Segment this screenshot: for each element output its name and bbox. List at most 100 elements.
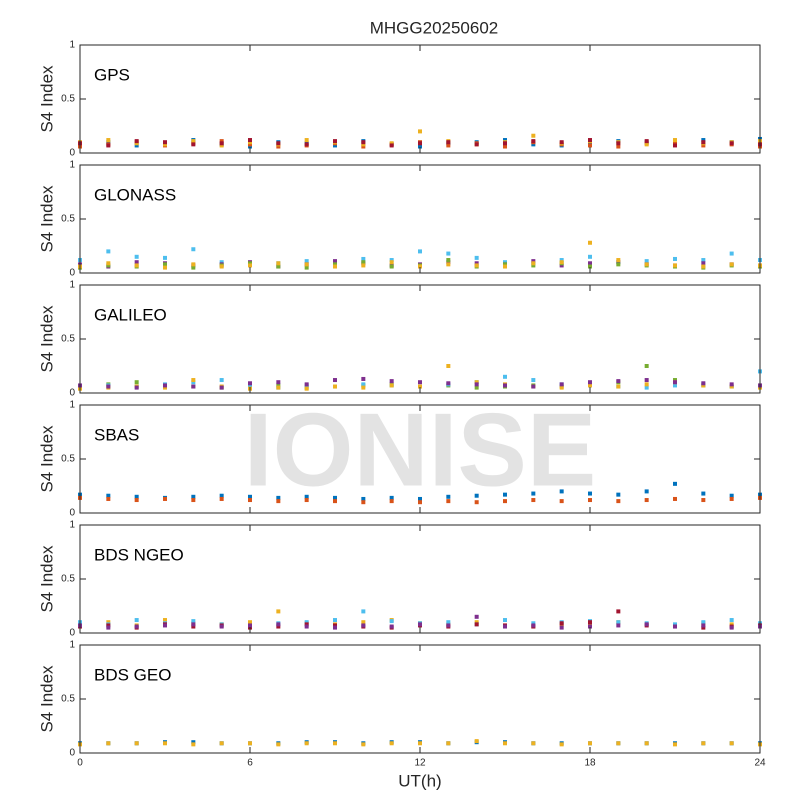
y-tick-label: 1 [69, 280, 75, 291]
marker [701, 620, 706, 625]
marker [163, 385, 167, 390]
marker [106, 249, 111, 254]
panel-label: BDS GEO [94, 665, 171, 684]
marker [333, 495, 337, 500]
marker [531, 378, 536, 383]
panel-label: GLONASS [94, 185, 176, 204]
y-tick-label: 0.5 [61, 454, 75, 465]
marker [503, 374, 507, 379]
marker [134, 380, 139, 385]
marker [503, 383, 507, 388]
marker [701, 491, 706, 496]
marker [219, 493, 224, 498]
marker [163, 741, 167, 746]
y-axis-label: S4 Index [37, 305, 56, 373]
marker [446, 258, 451, 263]
x-tick-label: 24 [754, 758, 766, 769]
marker [673, 143, 677, 148]
marker [418, 500, 422, 505]
marker [418, 249, 422, 254]
marker [134, 498, 139, 503]
marker [276, 264, 281, 269]
marker [701, 625, 706, 630]
marker [191, 740, 196, 745]
y-tick-label: 0 [69, 508, 75, 519]
marker [389, 619, 394, 624]
marker [418, 496, 422, 501]
marker [361, 144, 366, 149]
y-tick-label: 0 [69, 388, 75, 399]
marker [559, 621, 564, 626]
marker [248, 144, 252, 149]
marker [588, 264, 592, 269]
y-axis-label: S4 Index [37, 65, 56, 133]
marker [531, 263, 536, 268]
marker [304, 265, 309, 270]
marker [474, 255, 479, 260]
marker [418, 380, 422, 385]
marker [531, 498, 536, 503]
marker [503, 624, 507, 629]
marker [474, 614, 479, 619]
marker [446, 143, 451, 148]
marker [134, 494, 139, 499]
marker [106, 493, 111, 498]
marker [446, 620, 451, 625]
marker [304, 259, 309, 264]
marker [361, 500, 366, 505]
marker [163, 262, 167, 267]
marker [531, 133, 536, 138]
marker [248, 142, 252, 147]
marker [644, 622, 649, 627]
marker [163, 496, 167, 501]
marker [446, 251, 451, 256]
x-axis-label: UT(h) [398, 771, 441, 790]
marker [333, 378, 337, 383]
x-tick-label: 18 [584, 758, 596, 769]
marker [474, 142, 479, 147]
marker [588, 498, 592, 503]
marker [701, 383, 706, 388]
marker [446, 741, 451, 746]
marker [701, 623, 706, 628]
marker [531, 623, 536, 628]
watermark: IONISE [244, 392, 597, 508]
marker [191, 742, 196, 747]
marker [418, 384, 422, 389]
marker [616, 384, 621, 389]
marker [248, 498, 252, 503]
marker [559, 140, 564, 145]
marker [559, 258, 564, 263]
marker [446, 260, 451, 265]
marker [134, 263, 139, 268]
marker [191, 498, 196, 503]
marker [219, 143, 224, 148]
y-tick-label: 0 [69, 148, 75, 159]
marker [106, 263, 111, 268]
marker [531, 259, 536, 264]
marker [588, 620, 592, 625]
marker [163, 623, 167, 628]
marker [304, 494, 309, 499]
marker [503, 138, 507, 143]
marker [163, 618, 167, 623]
marker [701, 381, 706, 386]
marker [219, 741, 224, 746]
marker [191, 380, 196, 385]
marker [474, 261, 479, 266]
marker [106, 623, 111, 628]
marker [134, 741, 139, 746]
marker [106, 384, 111, 389]
marker [248, 381, 252, 386]
marker [333, 618, 337, 623]
marker [389, 258, 394, 263]
marker [588, 240, 592, 245]
marker [729, 493, 734, 498]
marker [276, 144, 281, 149]
marker [163, 255, 167, 260]
marker [559, 489, 564, 494]
marker [163, 383, 167, 388]
marker [333, 499, 337, 504]
marker [673, 622, 677, 627]
marker [531, 621, 536, 626]
